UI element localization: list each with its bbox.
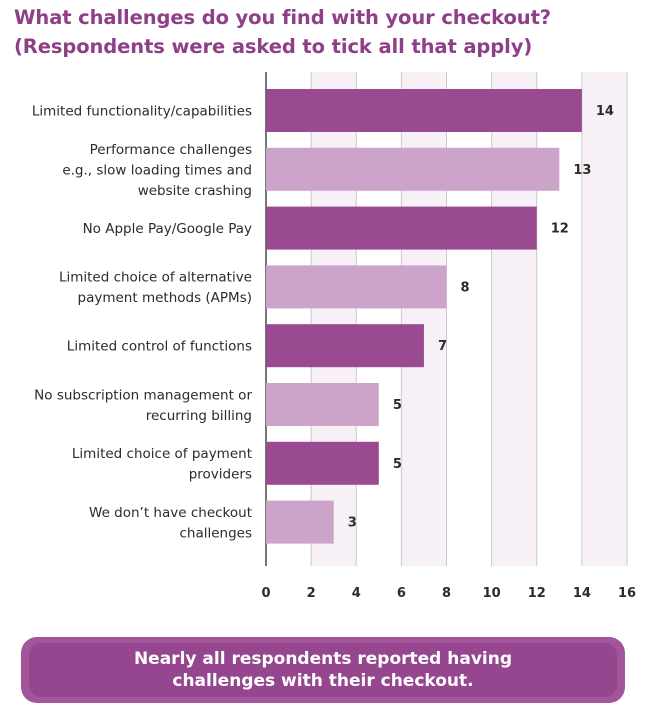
category-label: We don’t have checkout challenges: [89, 505, 252, 542]
category-label-line: Limited choice of alternative: [59, 270, 252, 286]
category-label-line: website crashing: [138, 183, 252, 199]
category-label-line: Limited control of functions: [67, 339, 252, 355]
category-label: Performance challenges e.g., slow loading…: [62, 142, 252, 199]
x-tick-label: 16: [618, 586, 636, 601]
x-tick-label: 0: [261, 586, 270, 601]
gridline-bands: [311, 72, 627, 566]
bar: [266, 147, 560, 191]
category-label: Limited control of functions: [67, 339, 252, 355]
category-label-line: Performance challenges: [90, 142, 252, 158]
category-label-line: challenges: [179, 525, 252, 541]
horizontal-bar-chart: 14 13 12 8 7 5 5 3 Limited functionality/capabi…: [32, 72, 636, 601]
category-label-line: No Apple Pay/Google Pay: [83, 221, 252, 237]
bar-value-label: 5: [393, 398, 402, 413]
category-label: Limited functionality/capabilities: [32, 104, 252, 120]
x-tick-label: 6: [397, 586, 406, 601]
bar: [266, 441, 379, 485]
bar: [266, 206, 537, 250]
category-label-line: We don’t have checkout: [89, 505, 252, 521]
category-label-line: Limited choice of payment: [72, 446, 252, 462]
bar-value-label: 3: [348, 516, 357, 531]
category-labels: Limited functionality/capabilities Perfor…: [32, 104, 253, 542]
grid-band: [491, 72, 537, 566]
chart-title-line-1: What challenges do you find with your ch…: [14, 6, 552, 29]
category-label-line: Limited functionality/capabilities: [32, 104, 252, 120]
summary-banner: Nearly all respondents reported having c…: [21, 637, 625, 703]
bar-value-label: 13: [573, 163, 591, 178]
grid-band: [401, 72, 447, 566]
chart-title-line-2: (Respondents were asked to tick all that…: [14, 35, 533, 58]
summary-banner-inner: Nearly all respondents reported having c…: [29, 643, 617, 697]
bar-value-label: 7: [438, 339, 447, 354]
bar: [266, 500, 334, 544]
category-label: Limited choice of alternative payment met…: [59, 270, 252, 307]
bar: [266, 265, 447, 309]
category-label: No Apple Pay/Google Pay: [83, 221, 252, 237]
bar: [266, 89, 582, 132]
value-labels: 14 13 12 8 7 5 5 3: [348, 104, 614, 531]
bar-value-label: 5: [393, 457, 402, 472]
x-tick-label: 4: [352, 586, 361, 601]
x-tick-label: 2: [307, 586, 316, 601]
category-label: Limited choice of payment providers: [72, 446, 252, 483]
chart-title: What challenges do you find with your ch…: [14, 3, 654, 61]
category-label-line: recurring billing: [146, 408, 252, 424]
bar: [266, 383, 379, 426]
grid-band: [581, 72, 627, 566]
category-label-line: providers: [189, 467, 252, 483]
grid-band: [311, 72, 357, 566]
category-label-line: payment methods (APMs): [78, 290, 252, 306]
summary-banner-text: Nearly all respondents reported having c…: [133, 649, 513, 691]
bar: [266, 324, 424, 368]
category-label-line: e.g., slow loading times and: [62, 162, 252, 178]
x-axis-tick-labels: 0 2 4 6 8 10 12 14 16: [261, 586, 636, 601]
bars: [266, 89, 582, 544]
bar-value-label: 12: [551, 222, 569, 237]
x-tick-label: 10: [483, 586, 501, 601]
category-label: No subscription management or recurring b…: [34, 387, 252, 424]
bar-value-label: 14: [596, 104, 614, 119]
x-tick-label: 8: [442, 586, 451, 601]
x-tick-label: 12: [528, 586, 546, 601]
bar-value-label: 8: [461, 280, 470, 295]
x-tick-label: 14: [573, 586, 591, 601]
category-label-line: No subscription management or: [34, 387, 252, 403]
